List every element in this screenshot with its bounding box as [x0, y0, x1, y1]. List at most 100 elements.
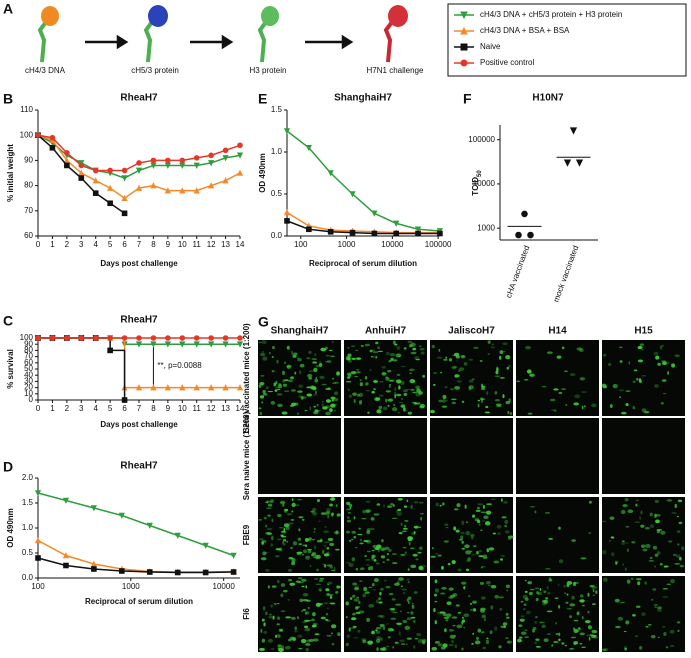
cell-speck	[536, 591, 543, 596]
cell-speck	[414, 638, 419, 640]
cell-speck	[271, 585, 277, 588]
cell-speck	[290, 546, 293, 550]
cell-speck	[307, 549, 312, 553]
cell-speck	[461, 647, 464, 651]
cell-speck	[436, 356, 443, 359]
cell-speck	[480, 398, 486, 401]
cell-speck	[509, 412, 513, 415]
cell-speck	[546, 351, 553, 354]
cell-speck	[370, 517, 375, 521]
cell-speck	[380, 637, 383, 641]
marker	[208, 160, 215, 167]
cell-speck	[320, 512, 327, 515]
cell-speck	[670, 578, 675, 584]
cell-speck	[299, 598, 304, 603]
cell-speck	[407, 581, 410, 583]
cell-speck	[641, 375, 647, 377]
cell-speck	[312, 623, 318, 626]
cell-speck	[654, 499, 660, 503]
cell-speck	[640, 510, 643, 515]
cell-speck	[331, 403, 338, 406]
cell-speck	[345, 601, 349, 606]
y-tick-label: 1.5	[271, 105, 283, 114]
marker	[222, 341, 229, 348]
cell-speck	[453, 526, 457, 531]
panel-letter: C	[3, 313, 13, 329]
cell-speck	[375, 629, 378, 632]
cell-speck	[386, 623, 389, 625]
cell-speck	[396, 580, 400, 585]
cell-speck	[355, 368, 360, 371]
cell-speck	[419, 405, 425, 409]
cell-speck	[366, 564, 370, 566]
cell-speck	[656, 528, 663, 531]
cell-speck	[402, 527, 408, 530]
cell-speck	[388, 379, 394, 382]
marker	[78, 335, 85, 341]
y-tick-label: 60	[24, 358, 33, 367]
cell-speck	[579, 599, 585, 603]
cell-speck	[602, 550, 607, 555]
cell-speck	[461, 400, 465, 404]
cell-speck	[486, 391, 489, 395]
cell-speck	[263, 622, 266, 627]
cell-speck	[506, 366, 509, 370]
cell-speck	[333, 566, 336, 571]
marker	[78, 162, 85, 169]
cell-speck	[371, 555, 375, 559]
x-tick-label: 4	[93, 240, 98, 249]
micrograph	[430, 340, 513, 416]
cell-speck	[398, 401, 404, 404]
cell-speck	[307, 606, 310, 610]
cell-speck	[626, 579, 631, 584]
cell-speck	[291, 350, 294, 356]
cell-speck	[499, 558, 504, 561]
micrograph	[430, 497, 513, 573]
cell-speck	[536, 591, 540, 595]
cell-speck	[400, 404, 406, 408]
cell-speck	[482, 646, 487, 650]
cell-speck	[589, 633, 594, 637]
cell-speck	[437, 643, 443, 647]
marker	[165, 335, 171, 341]
cell-speck	[355, 611, 361, 615]
cell-speck	[485, 639, 490, 645]
cell-speck	[261, 340, 267, 345]
cell-speck	[324, 541, 331, 543]
series-line	[37, 492, 234, 557]
cell-speck	[327, 399, 330, 403]
cell-speck	[280, 530, 287, 534]
cell-speck	[310, 510, 315, 513]
cell-speck	[292, 354, 297, 358]
cell-speck	[657, 551, 661, 555]
row-label: FBE9	[242, 524, 251, 545]
cell-speck	[258, 341, 263, 344]
cell-speck	[535, 597, 539, 602]
cell-speck	[297, 537, 302, 541]
cell-speck	[331, 642, 335, 646]
cell-speck	[666, 499, 673, 502]
cell-speck	[676, 554, 681, 558]
cell-speck	[388, 385, 391, 388]
cell-speck	[305, 619, 312, 622]
cell-speck	[263, 516, 267, 520]
y-tick-label: 30	[24, 377, 33, 386]
cell-speck	[398, 577, 404, 581]
cell-speck	[404, 625, 411, 631]
cell-speck	[553, 388, 559, 391]
x-tick-label: 11	[193, 240, 202, 249]
marker	[437, 230, 443, 237]
cell-speck	[473, 545, 477, 547]
cell-speck	[400, 522, 403, 526]
cell-speck	[674, 354, 680, 358]
cell-speck	[365, 641, 370, 643]
marker	[222, 177, 229, 184]
x-tick-label: 8	[151, 404, 156, 413]
cell-speck	[356, 393, 360, 397]
cell-speck	[614, 560, 619, 564]
cell-speck	[325, 588, 330, 592]
cell-speck	[548, 538, 554, 540]
cell-speck	[270, 400, 276, 405]
x-tick-label: 1	[50, 404, 55, 413]
cell-speck	[477, 628, 482, 633]
